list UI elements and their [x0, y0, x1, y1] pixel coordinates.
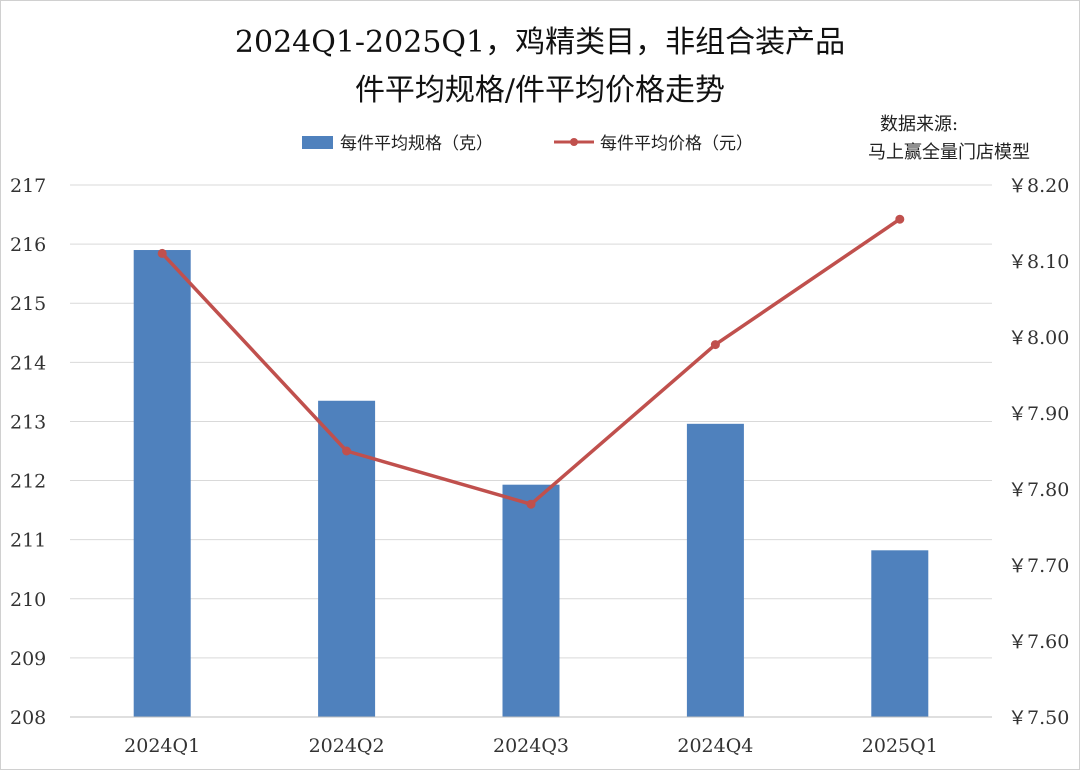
bar-2024Q4 [686, 423, 744, 717]
left-axis-tick-label: 214 [10, 352, 46, 374]
right-axis-tick-label: ￥7.60 [1008, 631, 1069, 653]
left-axis-tick-label: 211 [10, 530, 46, 552]
bar-2024Q3 [502, 484, 560, 717]
left-axis-tick-label: 213 [10, 411, 46, 433]
legend-line-label: 每件平均价格（元） [600, 134, 753, 154]
right-axis-tick-label: ￥7.70 [1008, 555, 1069, 577]
x-axis: 2024Q1 2024Q2 2024Q3 2024Q4 2025Q1 [70, 716, 992, 757]
right-axis-tick-label: ￥7.50 [1008, 707, 1069, 729]
price-point-2024Q1 [157, 248, 167, 258]
left-axis-tick-label: 216 [10, 234, 46, 256]
right-axis-tick-label: ￥7.90 [1008, 403, 1069, 425]
x-axis-tick-label: 2024Q3 [493, 735, 569, 757]
chart-title-line-2: 件平均规格/件平均价格走势 [355, 73, 725, 108]
legend-line-marker [570, 138, 578, 146]
left-axis-tick-label: 217 [10, 175, 46, 197]
left-axis-tick-label: 212 [10, 471, 46, 493]
price-line-series [157, 214, 905, 509]
x-axis-tick-label: 2025Q1 [862, 735, 938, 757]
source-label: 数据来源: [880, 114, 958, 135]
x-axis-tick-label: 2024Q2 [309, 735, 385, 757]
left-axis-tick-label: 209 [10, 648, 46, 670]
left-axis-tick-label: 210 [10, 589, 46, 611]
left-axis-tick-label: 215 [10, 293, 46, 315]
right-axis-tick-label: ￥7.80 [1008, 479, 1069, 501]
right-axis-tick-label: ￥8.10 [1008, 251, 1069, 273]
left-axis-tick-label: 208 [10, 707, 46, 729]
chart-title-line-1: 2024Q1-2025Q1，鸡精类目，非组合装产品 [235, 25, 845, 60]
price-point-2025Q1 [895, 214, 905, 224]
left-axis: 208 209 210 211 212 213 214 215 216 217 [10, 175, 46, 729]
legend-bar-swatch [302, 136, 333, 149]
right-axis-tick-label: ￥8.00 [1008, 327, 1069, 349]
bar-2025Q1 [871, 550, 929, 717]
legend-bar-label: 每件平均规格（克） [340, 134, 493, 154]
x-axis-tick-label: 2024Q1 [124, 735, 200, 757]
price-point-2024Q2 [342, 446, 352, 456]
price-point-2024Q4 [710, 340, 720, 350]
source-name: 马上赢全量门店模型 [868, 141, 1030, 163]
price-point-2024Q3 [526, 499, 536, 509]
bar-2024Q1 [133, 250, 191, 717]
right-axis: ￥7.50 ￥7.60 ￥7.70 ￥7.80 ￥7.90 ￥8.00 ￥8.10 ￥8.20 [1008, 175, 1069, 729]
x-axis-tick-label: 2024Q4 [677, 735, 753, 757]
right-axis-tick-label: ￥8.20 [1008, 175, 1069, 197]
legend: 每件平均规格（克） 每件平均价格（元） [302, 134, 753, 154]
